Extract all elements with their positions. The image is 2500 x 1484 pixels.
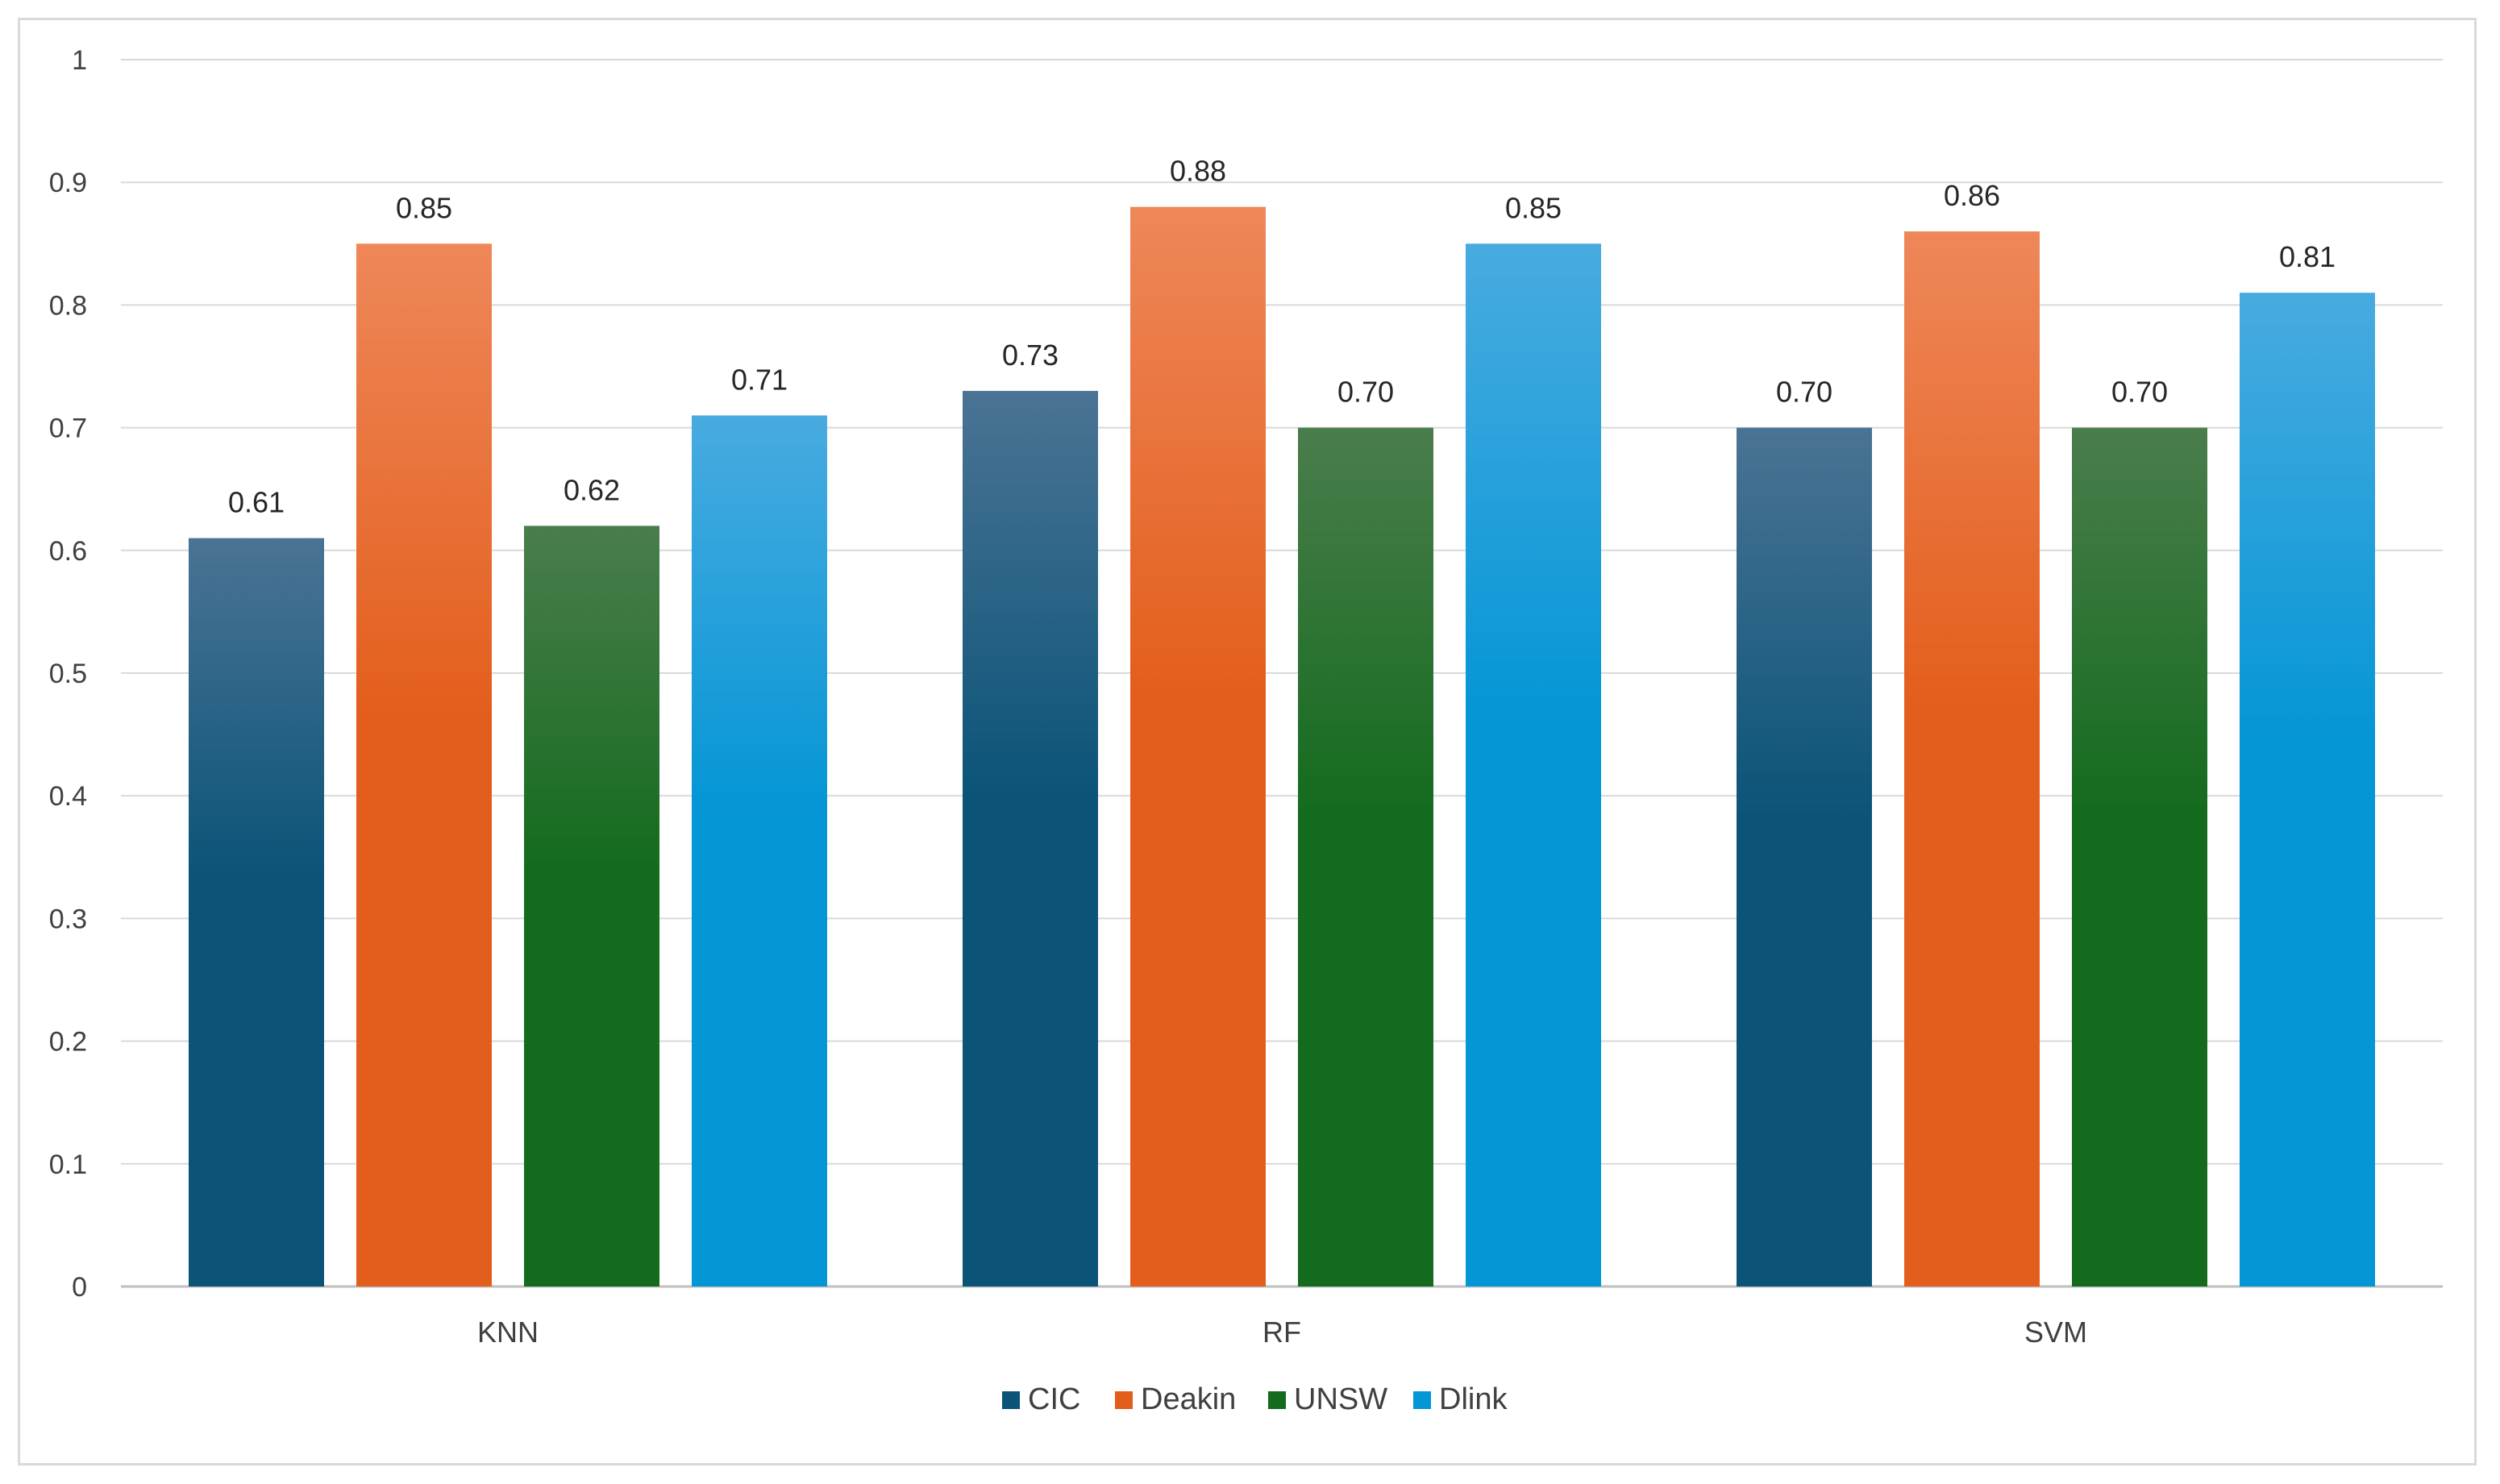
y-axis-ticks: 0 0.1 0.2 0.3 0.4 0.5 0.6 0.7 0.8 0.9 1 — [49, 45, 87, 1303]
legend-swatch — [1268, 1391, 1286, 1409]
bar-dlink-knn — [692, 415, 827, 1287]
data-label: 0.86 — [1944, 179, 2000, 212]
bar-unsw-rf — [1298, 427, 1433, 1287]
bar-cic-svm — [1737, 427, 1872, 1287]
x-axis-categories: KNN RF SVM — [477, 1316, 2087, 1349]
data-label: 0.70 — [2111, 376, 2168, 409]
legend-item-dlink: Dlink — [1413, 1382, 1508, 1416]
y-tick-label: 0.1 — [49, 1149, 87, 1180]
y-tick-label: 0.8 — [49, 290, 87, 321]
bar-cic-rf — [963, 390, 1098, 1287]
legend-item-deakin: Deakin — [1115, 1382, 1236, 1416]
legend-label: CIC — [1028, 1382, 1080, 1416]
data-label: 0.61 — [228, 486, 285, 519]
y-tick-label: 0.9 — [49, 168, 87, 198]
data-label: 0.85 — [396, 191, 452, 224]
data-label: 0.73 — [1002, 339, 1059, 372]
bar-dlink-rf — [1466, 243, 1601, 1287]
category-label-rf: RF — [1262, 1316, 1301, 1349]
category-label-knn: KNN — [477, 1316, 539, 1349]
y-tick-label: 0.5 — [49, 659, 87, 689]
data-label: 0.71 — [731, 363, 788, 396]
bar-deakin-rf — [1130, 206, 1266, 1287]
y-tick-label: 0.3 — [49, 904, 87, 934]
bars — [189, 206, 2375, 1287]
data-label: 0.85 — [1505, 191, 1562, 224]
legend-swatch — [1413, 1391, 1431, 1409]
legend: CIC Deakin UNSW Dlink — [1002, 1382, 1508, 1416]
y-tick-label: 0.7 — [49, 414, 87, 444]
bar-deakin-knn — [356, 243, 492, 1287]
legend-label: UNSW — [1294, 1382, 1387, 1416]
data-label: 0.62 — [564, 473, 620, 506]
data-label: 0.88 — [1170, 155, 1226, 188]
bar-cic-knn — [189, 538, 324, 1287]
bar-unsw-knn — [524, 526, 659, 1287]
bar-deakin-svm — [1904, 231, 2040, 1287]
data-label: 0.81 — [2279, 240, 2336, 273]
y-tick-label: 1 — [72, 45, 87, 76]
y-tick-label: 0.4 — [49, 781, 87, 812]
category-label-svm: SVM — [2024, 1316, 2087, 1349]
legend-item-unsw: UNSW — [1268, 1382, 1387, 1416]
bar-dlink-svm — [2240, 293, 2375, 1287]
data-label: 0.70 — [1337, 376, 1394, 409]
data-label: 0.70 — [1776, 376, 1832, 409]
y-tick-label: 0 — [72, 1272, 87, 1303]
gridlines — [121, 59, 2443, 1288]
y-tick-label: 0.6 — [49, 536, 87, 567]
bar-unsw-svm — [2072, 427, 2207, 1287]
legend-swatch — [1115, 1391, 1133, 1409]
data-labels: 0.61 0.85 0.62 0.71 0.73 0.88 0.70 0.85 0.70 0.86… — [228, 155, 2336, 519]
legend-swatch — [1002, 1391, 1020, 1409]
legend-label: Deakin — [1141, 1382, 1236, 1416]
legend-label: Dlink — [1439, 1382, 1508, 1416]
legend-item-cic: CIC — [1002, 1382, 1080, 1416]
y-tick-label: 0.2 — [49, 1027, 87, 1058]
